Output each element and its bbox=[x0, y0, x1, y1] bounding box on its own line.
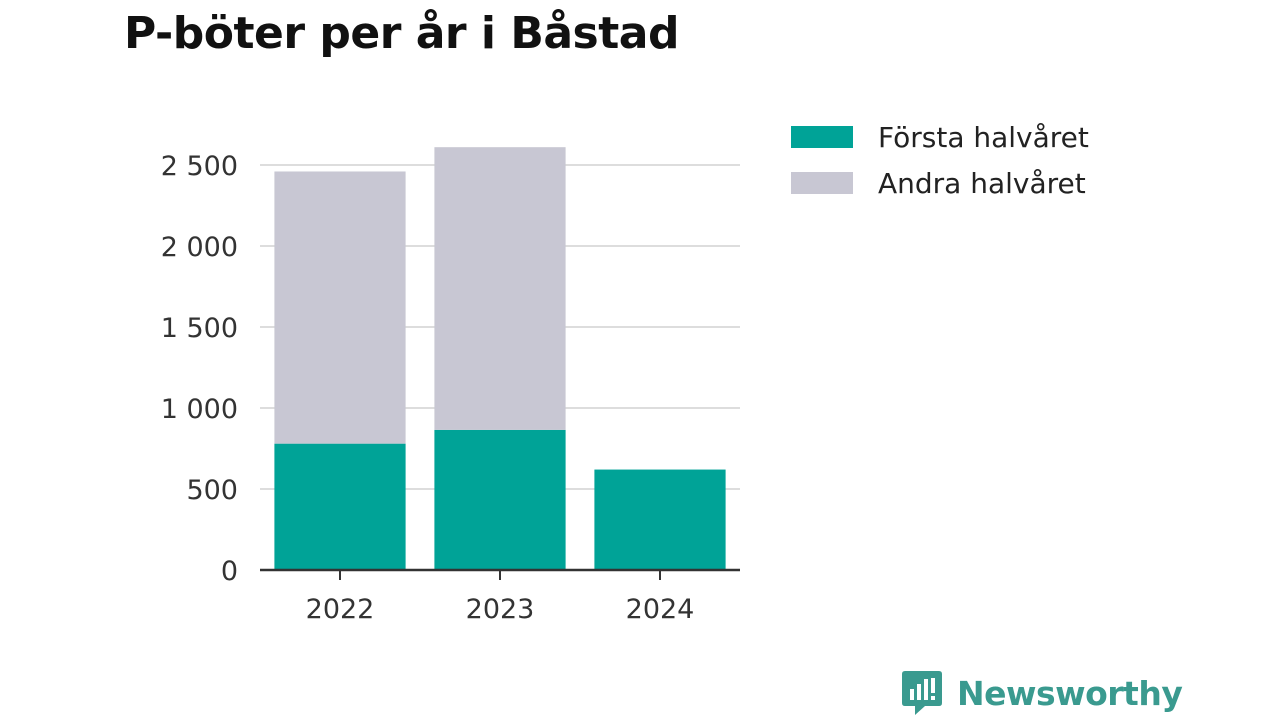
brand-name: Newsworthy bbox=[957, 673, 1183, 713]
x-tick-label: 2023 bbox=[466, 594, 535, 625]
y-tick-label: 0 bbox=[221, 556, 238, 587]
legend-item: Andra halvåret bbox=[791, 160, 1089, 206]
newsworthy-logo: Newsworthy bbox=[901, 669, 1183, 717]
legend-swatch bbox=[791, 172, 853, 194]
bar-2023-series-0 bbox=[434, 429, 566, 570]
x-axis-ticks: 2022 2023 2024 bbox=[306, 570, 695, 625]
y-tick-label: 1 000 bbox=[161, 394, 238, 425]
legend-item: Första halvåret bbox=[791, 114, 1089, 160]
bar-2022-series-1 bbox=[274, 171, 406, 444]
y-tick-label: 1 500 bbox=[161, 313, 238, 344]
y-axis-ticks: 0 500 1 000 1 500 2 000 2 500 bbox=[161, 151, 238, 587]
bar-2023-series-1 bbox=[434, 147, 566, 430]
bars bbox=[274, 147, 726, 570]
x-tick-label: 2022 bbox=[306, 594, 375, 625]
y-tick-label: 2 000 bbox=[161, 232, 238, 263]
y-tick-label: 500 bbox=[186, 475, 238, 506]
legend-label: Första halvåret bbox=[878, 120, 1089, 154]
y-tick-label: 2 500 bbox=[161, 151, 238, 182]
legend-swatch bbox=[791, 126, 853, 148]
legend: Första halvåret Andra halvåret bbox=[791, 114, 1089, 206]
chart-title: P-böter per år i Båstad bbox=[124, 8, 679, 59]
legend-label: Andra halvåret bbox=[878, 166, 1086, 200]
bar-2022-series-0 bbox=[274, 443, 406, 570]
x-tick-label: 2024 bbox=[626, 594, 695, 625]
newsworthy-logo-icon bbox=[902, 671, 942, 715]
bar-2024-series-0 bbox=[594, 469, 726, 570]
